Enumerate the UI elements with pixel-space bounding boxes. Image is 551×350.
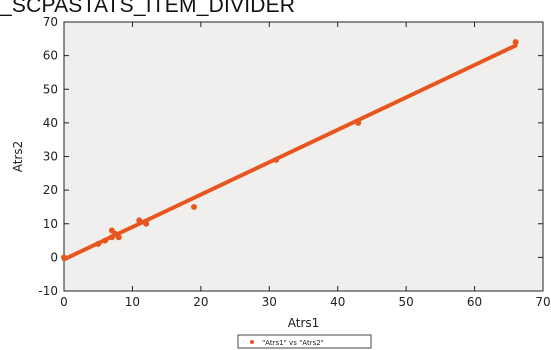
data-point xyxy=(512,39,519,46)
y-tick-label: -10 xyxy=(38,284,58,298)
data-point xyxy=(136,217,143,224)
y-tick-label: 30 xyxy=(43,150,58,164)
x-tick-label: 0 xyxy=(60,295,68,309)
y-tick-label: 20 xyxy=(43,183,58,197)
y-tick-label: 60 xyxy=(43,49,58,63)
y-tick-label: 70 xyxy=(43,15,58,29)
data-point xyxy=(102,237,109,244)
legend-marker xyxy=(250,340,254,344)
y-axis-ticks: -10 0 10 20 30 40 50 60 70 xyxy=(38,15,543,298)
x-tick-label: 50 xyxy=(399,295,414,309)
data-point xyxy=(191,203,198,210)
data-layer xyxy=(61,39,519,262)
data-point xyxy=(355,119,362,126)
x-tick-label: 10 xyxy=(125,295,140,309)
x-axis-ticks: 0 10 20 30 40 50 60 70 xyxy=(60,22,551,309)
x-tick-label: 20 xyxy=(193,295,208,309)
x-axis-label: Atrs1 xyxy=(288,316,320,330)
y-tick-label: 50 xyxy=(43,82,58,96)
data-point xyxy=(143,220,150,227)
y-tick-label: 0 xyxy=(50,250,58,264)
data-point xyxy=(61,254,67,261)
data-point xyxy=(115,234,122,241)
x-tick-label: 40 xyxy=(330,295,345,309)
y-tick-label: 10 xyxy=(43,217,58,231)
trend-line xyxy=(62,43,518,262)
y-tick-label: 40 xyxy=(43,116,58,130)
data-point xyxy=(95,240,102,247)
data-point xyxy=(273,156,280,163)
top-banner-text: _SCPASTATS_ITEM_DIVIDER xyxy=(0,0,296,17)
x-tick-label: 60 xyxy=(467,295,482,309)
legend-label: "Atrs1" vs "Atrs2" xyxy=(262,339,324,347)
legend-box xyxy=(237,334,372,349)
y-axis-label: Atrs2 xyxy=(11,141,25,173)
legend: "Atrs1" vs "Atrs2" xyxy=(237,334,372,349)
x-tick-label: 70 xyxy=(535,295,550,309)
plot-area xyxy=(63,21,544,292)
x-tick-label: 30 xyxy=(262,295,277,309)
